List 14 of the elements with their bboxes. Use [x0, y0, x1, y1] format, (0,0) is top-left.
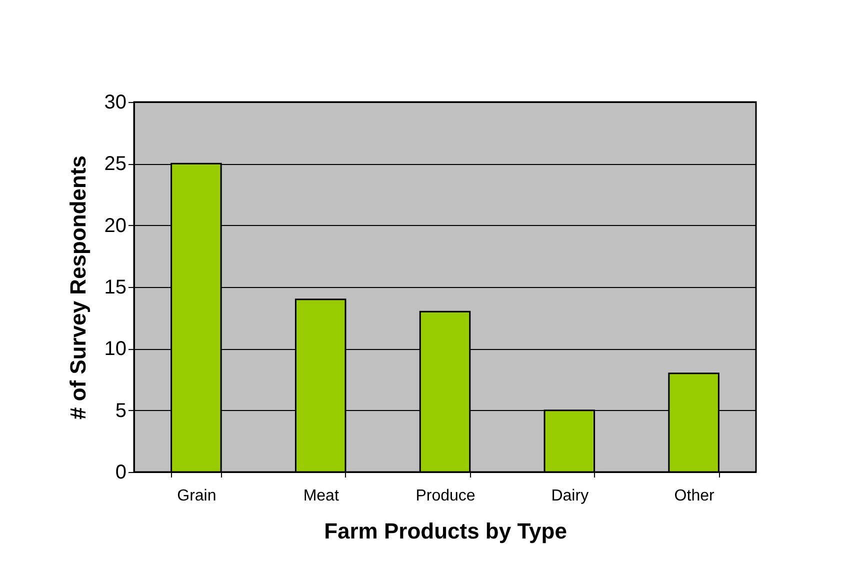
y-axis-title: # of Survey Respondents [65, 155, 90, 420]
x-tick-label: Produce [416, 488, 476, 504]
y-tick-label: 20 [104, 214, 126, 237]
x-axis-title: Farm Products by Type [324, 518, 567, 544]
y-tick-label: 5 [115, 400, 126, 422]
y-tick-label: 10 [104, 338, 126, 360]
y-tick-label: 0 [115, 462, 126, 484]
y-tick-label: 25 [104, 153, 126, 176]
y-tick-label: 15 [104, 276, 126, 298]
x-tick-label: Grain [177, 488, 216, 504]
x-tick-label: Dairy [551, 488, 589, 504]
x-tick-label: Other [674, 488, 715, 504]
y-tick-label: 30 [104, 92, 126, 114]
x-tick-label: Meat [303, 488, 340, 504]
